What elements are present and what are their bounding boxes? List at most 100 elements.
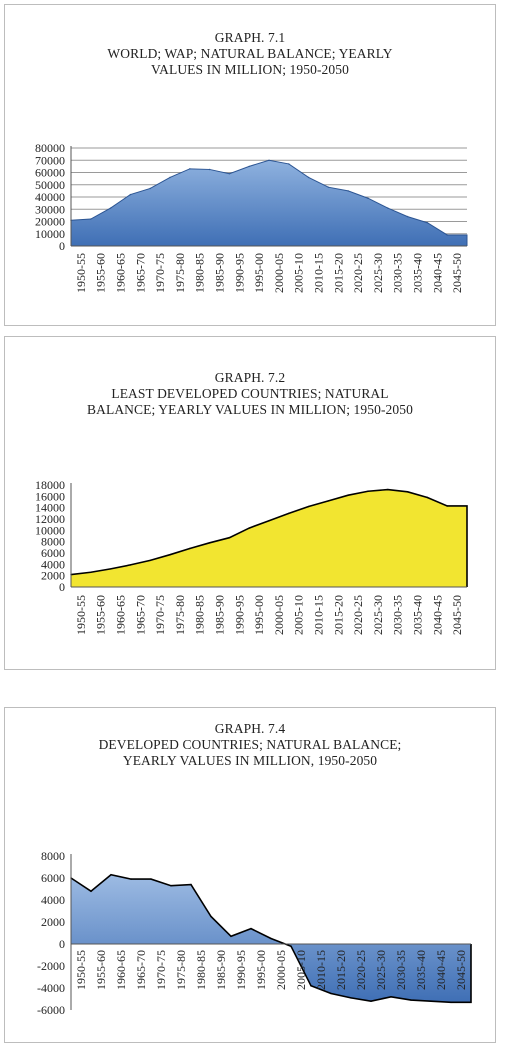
data-point xyxy=(170,884,172,887)
data-point xyxy=(130,878,132,880)
area-series xyxy=(71,160,467,246)
x-tick-label: 2025-30 xyxy=(374,950,388,990)
x-tick-label: 2005-10 xyxy=(294,950,308,990)
data-point xyxy=(290,945,292,947)
y-tick-label: 6000 xyxy=(41,546,65,560)
x-tick-label: 2035-40 xyxy=(411,253,425,293)
x-tick-label: 2040-45 xyxy=(430,595,444,635)
y-tick-label: 40000 xyxy=(35,190,65,204)
x-tick-label: 1960-65 xyxy=(114,950,128,990)
chart-title-line: LEAST DEVELOPED COUNTRIES; NATURAL xyxy=(111,386,389,401)
x-tick-label: 2020-25 xyxy=(351,595,365,635)
data-point xyxy=(310,985,312,987)
chart-title-line: WORLD; WAP; NATURAL BALANCE; YEARLY xyxy=(107,46,393,61)
chart-title: GRAPH. 7.2 LEAST DEVELOPED COUNTRIES; NA… xyxy=(5,370,495,418)
x-tick-label: 2015-20 xyxy=(331,253,345,293)
data-point xyxy=(248,165,250,168)
data-point xyxy=(90,571,92,574)
data-point xyxy=(110,873,112,876)
data-point xyxy=(248,527,250,529)
x-tick-label: 2015-20 xyxy=(334,950,348,990)
data-point xyxy=(406,491,409,493)
data-point xyxy=(109,568,112,570)
data-point xyxy=(228,172,231,175)
x-tick-label: 2000-05 xyxy=(272,253,286,293)
data-point xyxy=(410,999,412,1001)
y-tick-label: 18000 xyxy=(35,478,65,492)
x-tick-label: 1975-80 xyxy=(173,253,187,293)
data-point xyxy=(446,505,449,507)
data-point xyxy=(169,553,171,556)
y-tick-label: 10000 xyxy=(35,523,65,537)
area-outline xyxy=(70,873,472,1004)
area-outline xyxy=(70,488,468,587)
x-tick-label: 1970-75 xyxy=(153,253,167,293)
y-tick-label: -6000 xyxy=(37,1003,65,1017)
x-tick-label: 2040-45 xyxy=(434,950,448,990)
x-tick-label: 2020-25 xyxy=(351,253,365,293)
x-tick-label: 2015-20 xyxy=(331,595,345,635)
data-point xyxy=(109,207,112,209)
y-tick-label: 4000 xyxy=(41,557,65,571)
data-point xyxy=(367,197,369,200)
chart-title-line: DEVELOPED COUNTRIES; NATURAL BALANCE; xyxy=(98,737,402,752)
data-point xyxy=(250,927,252,930)
data-point xyxy=(327,186,330,188)
x-tick-label: 1980-85 xyxy=(193,595,207,635)
data-point xyxy=(347,494,350,496)
data-point xyxy=(347,190,350,192)
data-point xyxy=(307,176,310,179)
data-point xyxy=(390,996,392,998)
area-chart-7-4: -6000 -4000 -2000 0 2000 4000 6000 8000 1950-55 1… xyxy=(37,849,472,1017)
y-tick-label: 10000 xyxy=(35,227,65,241)
y-tick-label: 50000 xyxy=(35,178,65,192)
x-tick-label: 1965-70 xyxy=(133,253,147,293)
y-tick-label: 12000 xyxy=(35,512,65,526)
data-point xyxy=(268,159,270,162)
chart-title-line: VALUES IN MILLION; 1950-2050 xyxy=(151,62,349,77)
y-tick-label: -2000 xyxy=(37,959,65,973)
x-tick-label: 2010-15 xyxy=(312,595,326,635)
y-tick-label: 80000 xyxy=(35,141,65,155)
area-series xyxy=(71,489,467,587)
y-tick-label: 2000 xyxy=(41,569,65,583)
y-tick-label: -4000 xyxy=(37,981,65,995)
data-point xyxy=(370,1000,372,1002)
data-point xyxy=(208,542,211,544)
x-tick-label: 1995-00 xyxy=(252,595,266,635)
data-point xyxy=(387,488,389,491)
y-tick-label: 0 xyxy=(59,937,65,951)
x-tick-label: 1985-90 xyxy=(214,950,228,990)
x-tick-label: 1955-60 xyxy=(94,595,108,635)
chart-title-line: GRAPH. 7.4 xyxy=(214,721,286,736)
data-point xyxy=(150,878,152,880)
x-tick-label: 1970-75 xyxy=(154,950,168,990)
data-point xyxy=(430,1000,432,1002)
chart-panel-7-2: GRAPH. 7.2 LEAST DEVELOPED COUNTRIES; NA… xyxy=(4,336,496,670)
x-tick-label: 2030-35 xyxy=(391,595,405,635)
x-tick-label: 1985-90 xyxy=(213,253,227,293)
data-point xyxy=(228,536,231,539)
y-tick-label: 16000 xyxy=(35,489,65,503)
data-point xyxy=(330,992,332,995)
x-tick-label: 2005-10 xyxy=(292,595,306,635)
x-tick-label: 2030-35 xyxy=(394,950,408,990)
x-tick-label: 1970-75 xyxy=(153,595,167,635)
x-tick-label: 1950-55 xyxy=(74,595,88,635)
y-tick-label: 8000 xyxy=(41,849,65,863)
x-tick-label: 1975-80 xyxy=(173,595,187,635)
x-tick-label: 1965-70 xyxy=(134,950,148,990)
area-chart-7-1: 0100002000030000400005000060000700008000… xyxy=(35,141,468,293)
x-tick-label: 1980-85 xyxy=(193,253,207,293)
x-tick-label: 2000-05 xyxy=(274,950,288,990)
y-tick-label: 4000 xyxy=(41,893,65,907)
data-point xyxy=(208,168,211,171)
data-point xyxy=(450,1001,452,1004)
x-tick-label: 1955-60 xyxy=(94,950,108,990)
data-point xyxy=(129,564,132,566)
y-tick-label: 20000 xyxy=(35,215,65,229)
x-tick-label: 1950-55 xyxy=(74,950,88,990)
data-point xyxy=(406,215,409,218)
data-point xyxy=(270,937,272,940)
data-point xyxy=(288,163,290,165)
